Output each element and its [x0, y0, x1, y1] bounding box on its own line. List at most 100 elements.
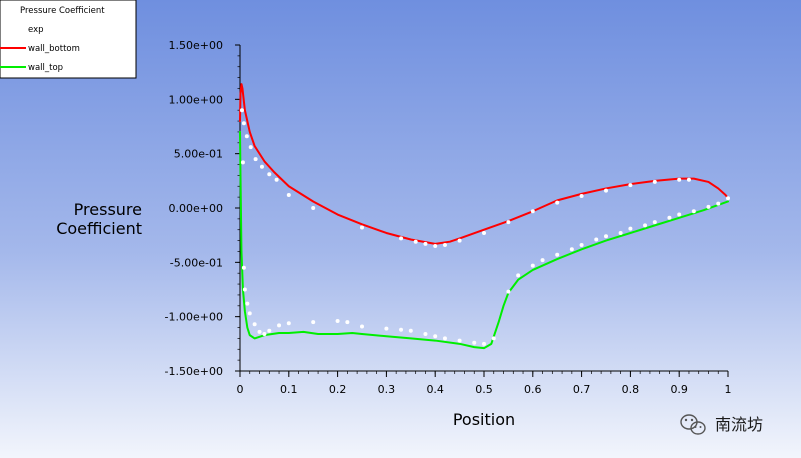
exp-point-46	[433, 334, 438, 339]
exp-point-52	[506, 289, 511, 294]
exp-point-33	[257, 329, 262, 334]
y-tick-label-1: 1.00e+00	[169, 93, 223, 106]
exp-point-20	[555, 200, 560, 205]
exp-point-44	[408, 328, 413, 333]
exp-point-45	[423, 332, 428, 337]
exp-point-19	[530, 209, 535, 214]
exp-point-17	[482, 230, 486, 235]
exp-point-23	[628, 183, 633, 188]
exp-point-27	[240, 160, 245, 165]
exp-point-30	[245, 301, 250, 306]
exp-point-8	[286, 192, 291, 197]
exp-point-32	[252, 322, 257, 327]
exp-point-40	[345, 320, 350, 325]
exp-point-41	[360, 324, 364, 329]
exp-point-57	[569, 247, 574, 252]
exp-point-3	[248, 145, 253, 150]
exp-point-15	[442, 242, 447, 247]
exp-point-42	[384, 326, 389, 331]
y-tick-label-5: -1.00e+00	[165, 311, 223, 324]
exp-point-56	[555, 252, 560, 257]
exp-point-64	[652, 220, 657, 225]
y-tick-label-3: 0.00e+00	[169, 202, 223, 215]
exp-point-54	[530, 263, 535, 268]
exp-point-9	[311, 206, 316, 210]
x-tick-label-4: 0.4	[426, 383, 444, 396]
exp-point-63	[643, 223, 648, 228]
exp-point-50	[482, 341, 486, 346]
exp-point-68	[706, 204, 711, 209]
exp-point-31	[247, 311, 252, 316]
legend-entries: exp wall_bottom wall_top	[0, 25, 80, 73]
watermark-label: 南流坊	[715, 415, 763, 434]
x-tick-label-6: 0.6	[524, 383, 542, 396]
exp-point-61	[618, 230, 623, 235]
exp-point-6	[267, 172, 272, 177]
legend-label-exp: exp	[28, 25, 44, 35]
x-tick-label-5: 0.5	[475, 383, 493, 396]
exp-point-34	[262, 332, 267, 337]
exp-point-18	[506, 220, 511, 225]
y-axis-title-line-1: Pressure	[74, 200, 142, 219]
exp-point-62	[628, 226, 633, 231]
exp-point-14	[433, 244, 438, 249]
exp-point-21	[579, 194, 584, 199]
series-layer	[239, 83, 730, 350]
exp-point-0	[239, 108, 244, 113]
exp-point-1	[241, 121, 246, 126]
series-line-wall_bottom	[239, 83, 729, 245]
exp-point-66	[677, 212, 682, 217]
y-tick-label-0: 1.50e+00	[169, 39, 223, 52]
exp-point-36	[277, 323, 282, 328]
exp-point-48	[457, 338, 462, 343]
exp-point-58	[579, 242, 584, 247]
legend: Pressure Coefficient exp wall_bottom wall_…	[0, 0, 137, 79]
exp-point-38	[311, 320, 316, 325]
exp-point-37	[286, 321, 291, 326]
x-tick-label-10: 1	[725, 383, 732, 396]
exp-point-12	[413, 239, 418, 244]
exp-point-49	[472, 340, 477, 345]
y-tick-label-6: -1.50e+00	[165, 365, 223, 378]
x-tick-label-3: 0.3	[378, 383, 396, 396]
exp-point-22	[604, 188, 608, 193]
exp-point-70	[726, 196, 730, 201]
axes: 1.50e+00 1.00e+00 5.00e-01 0.00e+00 -5.00e-0…	[165, 39, 732, 396]
y-tick-label-4: -5.00e-01	[170, 256, 223, 269]
exp-point-65	[667, 215, 672, 220]
exp-point-53	[516, 273, 521, 278]
legend-title: Pressure Coefficient	[20, 6, 105, 16]
exp-point-4	[253, 157, 258, 162]
exp-point-29	[242, 287, 247, 292]
y-tick-label-2: 5.00e-01	[174, 148, 223, 161]
exp-point-51	[491, 336, 496, 341]
x-tick-label-8: 0.8	[622, 383, 640, 396]
y-axis-title-line-2: Coefficient	[56, 219, 142, 238]
exp-point-39	[335, 319, 340, 324]
series-line-wall_top	[239, 130, 729, 350]
x-tick-label-9: 0.9	[670, 383, 688, 396]
exp-point-69	[716, 201, 721, 206]
exp-point-7	[274, 177, 279, 182]
x-tick-label-0: 0	[237, 383, 244, 396]
exp-point-13	[423, 241, 428, 246]
x-tick-label-7: 0.7	[573, 383, 591, 396]
x-tick-label-2: 0.2	[329, 383, 347, 396]
exp-point-35	[267, 328, 272, 333]
legend-box	[0, 0, 137, 79]
exp-point-10	[360, 225, 364, 230]
exp-point-16	[457, 238, 462, 243]
exp-point-26	[686, 177, 691, 182]
exp-point-5	[259, 164, 264, 169]
exp-point-11	[399, 236, 404, 241]
legend-marker-exp	[11, 27, 15, 31]
exp-point-28	[241, 265, 246, 270]
legend-label-wall_top: wall_top	[28, 63, 63, 73]
x-axis-title: Position	[453, 410, 515, 429]
exp-point-60	[604, 234, 608, 239]
exp-point-55	[540, 258, 545, 263]
exp-point-24	[652, 179, 657, 184]
exp-point-25	[677, 177, 682, 182]
exp-point-59	[594, 237, 599, 242]
